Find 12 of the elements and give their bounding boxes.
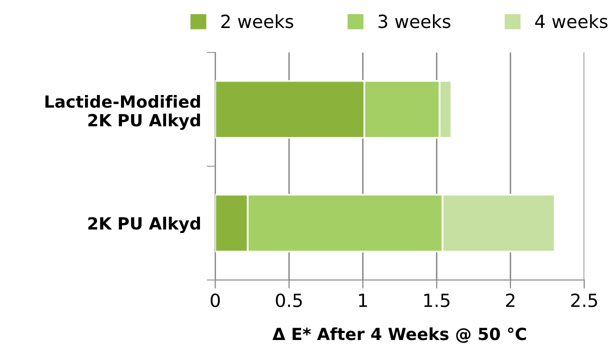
x-tick-label: 0.5 <box>276 294 302 308</box>
x-axis-title: Δ E* After 4 Weeks @ 50 °C <box>272 327 526 343</box>
y-tick-label: 2K PU Alkyd <box>88 216 200 234</box>
legend-label: 3 weeks <box>378 14 450 28</box>
x-tick-label: 1 <box>359 294 367 307</box>
x-tick-label: 2 <box>506 294 514 307</box>
x-tick-label: 1.5 <box>424 294 450 308</box>
x-tick-label: 2.5 <box>571 294 598 308</box>
x-tick-label: 0 <box>210 294 220 308</box>
legend-label: 4 weeks <box>535 14 608 28</box>
y-tick-label: Lactide-Modified 2K PU Alkyd <box>45 94 200 130</box>
legend-label: 2 weeks <box>221 14 294 28</box>
